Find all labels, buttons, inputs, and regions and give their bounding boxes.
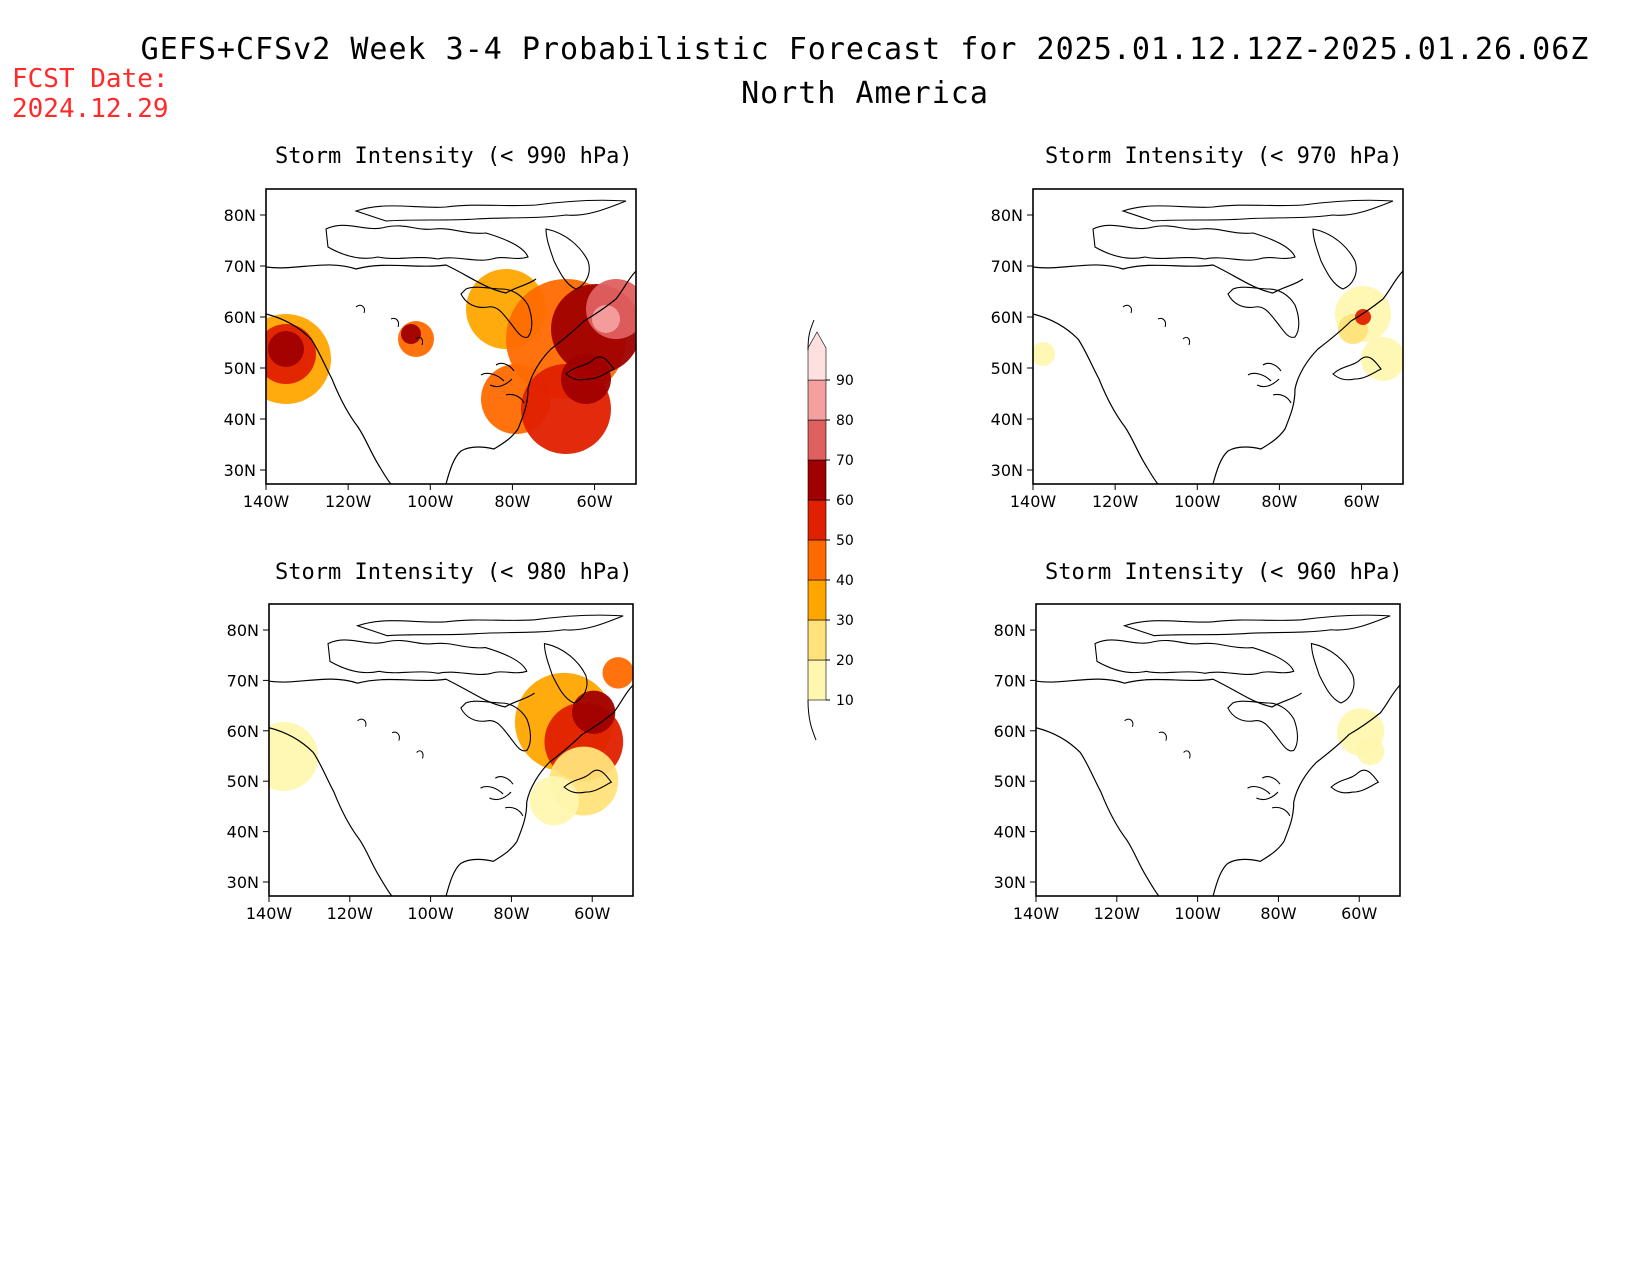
map-panel-p970: 80N 70N 60N 50N 40N 30N 140W 120W 100W 80W 60W (991, 188, 1404, 511)
lat-tick-label: 30N (991, 461, 1023, 480)
lat-tick-label: 70N (991, 257, 1023, 276)
lat-tick-label: 60N (227, 722, 259, 741)
lon-tick-label: 140W (1013, 904, 1060, 923)
probability-shading (266, 199, 636, 484)
lat-tick-label: 80N (991, 206, 1023, 225)
lat-tick-label: 70N (224, 257, 256, 276)
map-frame (1032, 188, 1404, 485)
lat-tick-label: 70N (227, 671, 259, 690)
lon-tick-label: 80W (1261, 492, 1297, 511)
colorbar-cell (807, 659, 827, 701)
panel-title-990: Storm Intensity (< 990 hPa) (275, 144, 633, 169)
prob-cell (602, 657, 633, 689)
colorbar-cell (807, 419, 827, 461)
lon-tick-label: 80W (1260, 904, 1296, 923)
lon-tick-label: 120W (1092, 492, 1139, 511)
colorbar-label: 70 (836, 453, 854, 469)
panel-title-970: Storm Intensity (< 970 hPa) (1045, 144, 1403, 169)
panel-title-960: Storm Intensity (< 960 hPa) (1045, 560, 1403, 585)
panel-title-980: Storm Intensity (< 980 hPa) (275, 560, 633, 585)
lat-tick-label: 50N (991, 359, 1023, 378)
lat-tick-label: 30N (224, 461, 256, 480)
prob-cell (401, 324, 421, 344)
map-panel-p980: 80N 70N 60N 50N 40N 30N 140W 120W 100W 80W 60W (227, 603, 634, 923)
lon-tick-label: 120W (325, 492, 372, 511)
colorbar-cell (807, 379, 827, 421)
prob-cell (592, 305, 620, 333)
lat-tick-label: 30N (994, 873, 1026, 892)
lon-tick-label: 120W (327, 904, 374, 923)
lat-tick-label: 40N (991, 410, 1023, 429)
colorbar-cell (807, 331, 827, 381)
map-frame (268, 603, 634, 897)
lon-tick-label: 140W (243, 492, 290, 511)
lon-tick-label: 140W (246, 904, 293, 923)
colorbar-label: 60 (836, 493, 854, 509)
colorbar-label: 20 (836, 653, 854, 669)
lon-tick-label: 100W (1174, 904, 1221, 923)
lat-tick-label: 60N (991, 308, 1023, 327)
fcst-label: FCST Date: (12, 64, 169, 94)
map-panel-p960: 80N 70N 60N 50N 40N 30N 140W 120W 100W 80W 60W (994, 603, 1401, 923)
page-subtitle: North America (741, 76, 989, 111)
lat-tick-label: 30N (227, 873, 259, 892)
map-frame (265, 188, 637, 485)
prob-cell (268, 331, 304, 367)
map-panel-p990: 80N 70N 60N 50N 40N 30N 140W 120W 100W 80W 60W (224, 188, 637, 511)
prob-cell (1356, 737, 1385, 766)
lon-tick-label: 100W (407, 492, 454, 511)
lon-tick-label: 60W (574, 904, 610, 923)
lon-tick-label: 80W (494, 492, 530, 511)
lat-tick-label: 80N (224, 206, 256, 225)
colorbar-label: 40 (836, 573, 854, 589)
prob-cell (1033, 342, 1055, 366)
coastline (1036, 614, 1400, 896)
page-title: GEFS+CFSv2 Week 3-4 Probabilistic Foreca… (140, 32, 1590, 67)
colorbar-label: 10 (836, 693, 854, 709)
lon-tick-label: 120W (1094, 904, 1141, 923)
map-frame (1035, 603, 1401, 897)
lat-tick-label: 60N (994, 722, 1026, 741)
lon-tick-label: 80W (493, 904, 529, 923)
lat-tick-label: 40N (227, 823, 259, 842)
lon-tick-label: 140W (1010, 492, 1057, 511)
probability-shading (269, 614, 633, 896)
lat-tick-label: 40N (994, 823, 1026, 842)
probability-shading (1033, 199, 1403, 484)
lat-tick-label: 50N (227, 772, 259, 791)
prob-cell (586, 279, 636, 339)
lat-tick-label: 60N (224, 308, 256, 327)
lat-tick-label: 50N (994, 772, 1026, 791)
colorbar-label: 30 (836, 613, 854, 629)
lon-tick-label: 60W (1341, 904, 1377, 923)
colorbar-label: 50 (836, 533, 854, 549)
colorbar-label: 90 (836, 373, 854, 389)
lon-tick-label: 60W (576, 492, 612, 511)
lat-tick-label: 40N (224, 410, 256, 429)
prob-cell (1361, 337, 1403, 381)
prob-cell (269, 722, 319, 791)
lat-tick-label: 80N (994, 621, 1026, 640)
colorbar-cell (807, 499, 827, 541)
lon-tick-label: 100W (407, 904, 454, 923)
colorbar-cell (807, 459, 827, 501)
colorbar: 10 20 30 40 50 60 70 80 90 (807, 319, 854, 741)
lat-tick-label: 80N (227, 621, 259, 640)
prob-cell (529, 776, 579, 826)
lat-tick-label: 70N (994, 671, 1026, 690)
colorbar-label: 80 (836, 413, 854, 429)
lat-tick-label: 50N (224, 359, 256, 378)
fcst-date: 2024.12.29 (12, 94, 169, 124)
lon-tick-label: 60W (1343, 492, 1379, 511)
colorbar-cell (807, 539, 827, 581)
probability-shading (1036, 614, 1400, 896)
colorbar-cell (807, 579, 827, 621)
colorbar-cell (807, 619, 827, 661)
lon-tick-label: 100W (1174, 492, 1221, 511)
prob-cell (572, 690, 616, 734)
prob-cell (1355, 309, 1371, 325)
